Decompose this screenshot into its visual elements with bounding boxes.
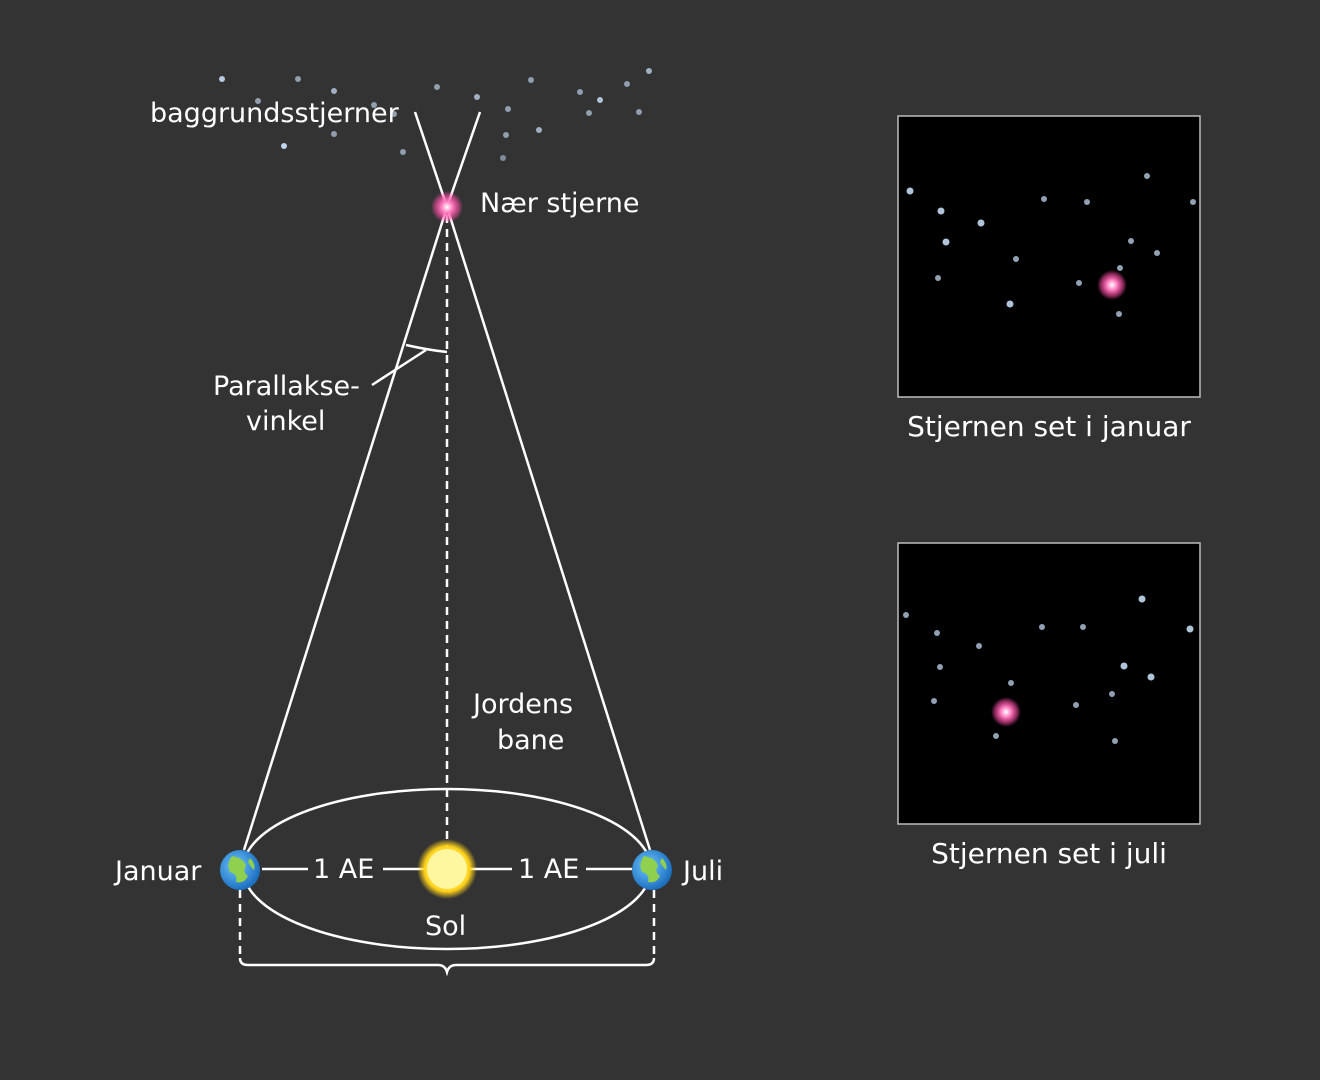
star-dot — [1128, 238, 1134, 244]
earth-icon — [220, 850, 260, 890]
star-dot — [1138, 595, 1146, 603]
parallax-label-line2: vinkel — [246, 406, 325, 437]
star-dot — [1116, 311, 1122, 317]
star-dot — [993, 733, 999, 739]
star-dot — [586, 110, 592, 116]
star-dot — [636, 109, 642, 115]
star-dot — [977, 219, 985, 227]
background-star-field — [219, 68, 652, 161]
background-stars-label: baggrundsstjerner — [150, 98, 400, 129]
panel-july-stars — [903, 595, 1194, 744]
star-dot — [1120, 662, 1128, 670]
star-dot — [505, 106, 511, 112]
star-dot — [1006, 300, 1014, 308]
star-dot — [1112, 738, 1118, 744]
star-dot — [295, 76, 301, 82]
star-dot — [1076, 280, 1082, 286]
star-dot — [255, 98, 261, 104]
star-dot — [937, 207, 945, 215]
panel-january-caption: Stjernen set i januar — [907, 410, 1191, 443]
january-label: Januar — [113, 856, 202, 887]
star-dot — [1041, 196, 1047, 202]
star-dot — [1080, 624, 1086, 630]
star-dot — [391, 111, 397, 117]
star-dot — [577, 89, 583, 95]
star-dot — [597, 97, 603, 103]
panel-july: Stjernen set i juli — [897, 542, 1201, 870]
star-dot — [219, 76, 225, 82]
pink-star-icon — [991, 697, 1021, 727]
star-dot — [1144, 173, 1150, 179]
star-dot — [474, 94, 480, 100]
july-label: Juli — [681, 856, 723, 887]
star-dot — [1147, 673, 1155, 681]
star-dot — [331, 88, 337, 94]
star-dot — [934, 630, 940, 636]
panel-january: Stjernen set i januar — [897, 115, 1201, 443]
parallax-label-line1: Parallakse- — [213, 371, 360, 402]
star-dot — [371, 102, 377, 108]
earth-icon — [632, 850, 672, 890]
star-dot — [1190, 199, 1196, 205]
sun-label: Sol — [425, 911, 466, 942]
star-dot — [903, 612, 909, 618]
star-dot — [942, 238, 950, 246]
star-dot — [503, 132, 509, 138]
au-right-label: 1 AE — [518, 854, 579, 885]
orbit-label-line2: bane — [497, 725, 564, 756]
star-dot — [400, 149, 406, 155]
star-dot — [1186, 625, 1194, 633]
star-dot — [536, 127, 542, 133]
star-dot — [1008, 680, 1014, 686]
star-dot — [1117, 265, 1123, 271]
orbit-label-line1: Jordens — [471, 689, 573, 720]
star-dot — [624, 81, 630, 87]
star-dot — [434, 84, 440, 90]
panel-january-stars — [906, 173, 1196, 317]
near-star-label: Nær stjerne — [480, 188, 640, 219]
star-dot — [528, 77, 534, 83]
star-dot — [1013, 256, 1019, 262]
pink-star-icon — [431, 191, 463, 223]
star-dot — [500, 155, 506, 161]
star-dot — [1084, 199, 1090, 205]
star-dot — [1073, 702, 1079, 708]
panel-july-caption: Stjernen set i juli — [931, 837, 1167, 870]
star-dot — [646, 68, 652, 74]
star-dot — [976, 643, 982, 649]
sun-core — [427, 849, 467, 889]
baseline-bracket — [238, 890, 656, 977]
pink-star-icon — [1097, 270, 1127, 300]
star-dot — [331, 131, 337, 137]
parallax-angle-marker — [371, 343, 448, 387]
au-left-label: 1 AE — [313, 854, 374, 885]
star-dot — [935, 275, 941, 281]
star-dot — [1039, 624, 1045, 630]
star-dot — [1154, 250, 1160, 256]
star-dot — [937, 664, 943, 670]
star-dot — [906, 187, 914, 195]
star-dot — [281, 143, 287, 149]
star-dot — [931, 698, 937, 704]
sight-lines — [242, 111, 652, 855]
star-dot — [1109, 691, 1115, 697]
